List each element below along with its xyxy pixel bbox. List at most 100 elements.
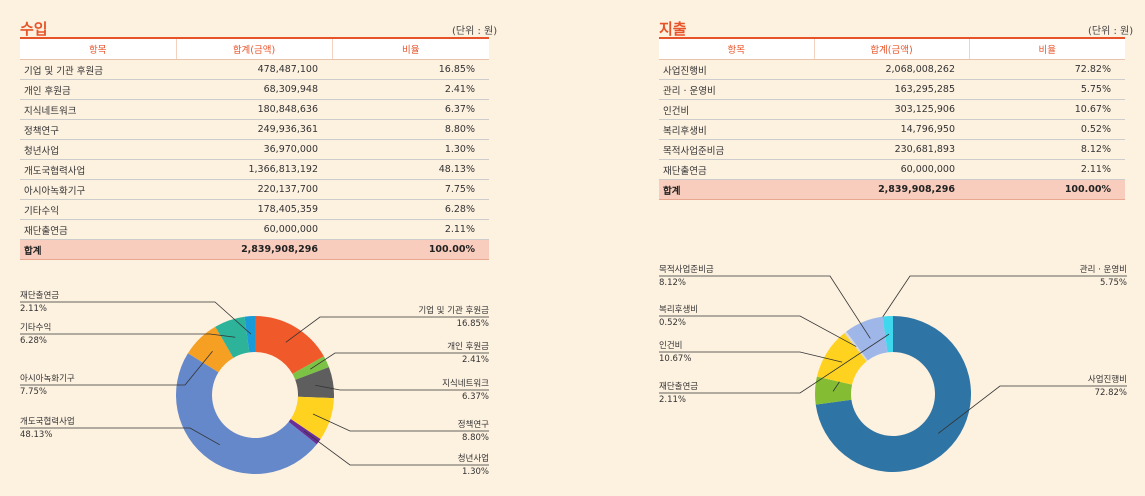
slice-label: 개도국협력사업 <box>20 416 75 427</box>
donut-chart-1: 사업진행비 72.82% 관리 · 운영비 5.75% 인건비 10.67% 복리후생비 0.… <box>659 264 1127 473</box>
slice-label: 복리후생비 <box>659 304 698 315</box>
donut-slice <box>255 316 324 374</box>
row-amount: 60,000,000 <box>814 159 969 180</box>
total-amount: 2,839,908,296 <box>176 239 332 260</box>
slice-value-label: 7.75% <box>20 387 47 397</box>
row-ratio: 6.28% <box>332 199 489 220</box>
row-ratio: 2.11% <box>332 219 489 240</box>
row-item: 아시아녹화기구 <box>20 179 176 200</box>
expense-title: 지출 <box>659 20 687 38</box>
row-item: 복리후생비 <box>659 119 814 140</box>
leader-line <box>315 384 489 391</box>
slice-label: 재단출연금 <box>20 290 59 301</box>
donut-slice <box>295 367 334 399</box>
row-amount: 249,936,361 <box>176 119 332 140</box>
expense-header-item: 항목 <box>659 37 814 60</box>
row-ratio: 8.12% <box>969 139 1125 160</box>
row-item: 재단출연금 <box>20 219 176 240</box>
row-item: 개도국협력사업 <box>20 159 176 180</box>
slice-label: 아시아녹화기구 <box>20 373 75 384</box>
table-row: 인건비 303,125,906 10.67% <box>659 99 1125 120</box>
income-table: 항목 합계(금액) 비율 기업 및 기관 후원금 478,487,100 16.85… <box>20 37 489 260</box>
leader-line <box>310 352 489 370</box>
total-item: 합계 <box>659 179 814 200</box>
income-header-item: 항목 <box>20 37 176 60</box>
row-item: 사업진행비 <box>659 59 814 80</box>
row-amount: 303,125,906 <box>814 99 969 120</box>
row-item: 목적사업준비금 <box>659 139 814 160</box>
donut-slice <box>187 326 234 373</box>
slice-value-label: 72.82% <box>1095 388 1127 398</box>
row-ratio: 48.13% <box>332 159 489 180</box>
slice-label: 사업진행비 <box>1088 374 1127 385</box>
slice-label: 개인 후원금 <box>447 341 489 352</box>
slice-label: 기업 및 기관 후원금 <box>418 305 489 316</box>
donut-slice <box>815 316 972 473</box>
total-ratio: 100.00% <box>969 179 1125 200</box>
table-row: 정책연구 249,936,361 8.80% <box>20 119 489 140</box>
donut-slice <box>882 316 893 353</box>
donut-slice <box>176 353 317 474</box>
total-row: 합계 2,839,908,296 100.00% <box>20 239 489 260</box>
row-ratio: 16.85% <box>332 59 489 80</box>
row-ratio: 7.75% <box>332 179 489 200</box>
expense-table: 항목 합계(금액) 비율 사업진행비 2,068,008,262 72.82% 관리 … <box>659 37 1125 200</box>
expense-header-amount: 합계(금액) <box>813 37 969 60</box>
table-row: 청년사업 36,970,000 1.30% <box>20 139 489 160</box>
row-item: 관리 · 운영비 <box>659 79 814 100</box>
row-ratio: 2.41% <box>332 79 489 100</box>
income-table-header: 항목 합계(금액) 비율 <box>20 37 489 60</box>
leader-line <box>20 301 252 335</box>
slice-label: 목적사업준비금 <box>659 264 714 275</box>
expense-unit: (단위 : 원) <box>1088 26 1134 37</box>
table-row: 아시아녹화기구 220,137,700 7.75% <box>20 179 489 200</box>
row-ratio: 10.67% <box>969 99 1125 120</box>
slice-label: 재단출연금 <box>659 381 698 392</box>
row-amount: 180,848,636 <box>176 99 332 120</box>
donut-slice <box>244 316 255 353</box>
row-item: 재단출연금 <box>659 159 814 180</box>
row-amount: 163,295,285 <box>814 79 969 100</box>
row-amount: 36,970,000 <box>176 139 332 160</box>
row-item: 청년사업 <box>20 139 176 160</box>
row-amount: 220,137,700 <box>176 179 332 200</box>
row-item: 기타수익 <box>20 199 176 220</box>
row-ratio: 1.30% <box>332 139 489 160</box>
table-row: 기타수익 178,405,359 6.28% <box>20 199 489 220</box>
slice-value-label: 0.52% <box>659 318 686 328</box>
row-amount: 178,405,359 <box>176 199 332 220</box>
row-ratio: 0.52% <box>969 119 1125 140</box>
total-row: 합계 2,839,908,296 100.00% <box>659 179 1125 200</box>
slice-value-label: 6.37% <box>462 392 489 402</box>
slice-value-label: 5.75% <box>1100 278 1127 288</box>
slice-value-label: 48.13% <box>20 430 52 440</box>
slice-value-label: 2.41% <box>462 355 489 365</box>
row-amount: 14,796,950 <box>814 119 969 140</box>
slice-value-label: 2.11% <box>659 395 686 405</box>
slice-value-label: 6.28% <box>20 336 47 346</box>
row-amount: 1,366,813,192 <box>176 159 332 180</box>
leader-line <box>20 350 213 386</box>
row-amount: 68,309,948 <box>176 79 332 100</box>
donut-chart-0: 기업 및 기관 후원금 16.85% 개인 후원금 2.41% 지식네트워크 6.37% 정… <box>20 290 489 477</box>
slice-label: 관리 · 운영비 <box>1080 264 1127 275</box>
slice-value-label: 10.67% <box>659 354 691 364</box>
table-row: 지식네트워크 180,848,636 6.37% <box>20 99 489 120</box>
table-row: 기업 및 기관 후원금 478,487,100 16.85% <box>20 59 489 80</box>
income-unit: (단위 : 원) <box>452 26 498 37</box>
slice-value-label: 1.30% <box>462 467 489 477</box>
table-row: 사업진행비 2,068,008,262 72.82% <box>659 59 1125 80</box>
leader-line <box>659 333 890 394</box>
row-item: 인건비 <box>659 99 814 120</box>
row-item: 지식네트워크 <box>20 99 176 120</box>
table-row: 목적사업준비금 230,681,893 8.12% <box>659 139 1125 160</box>
slice-value-label: 16.85% <box>457 319 489 329</box>
donut-slice <box>290 396 334 440</box>
leader-line <box>20 427 220 446</box>
leader-line <box>659 275 871 339</box>
slice-label: 정책연구 <box>458 419 489 430</box>
slice-label: 기타수익 <box>20 322 51 333</box>
row-amount: 2,068,008,262 <box>814 59 969 80</box>
row-ratio: 72.82% <box>969 59 1125 80</box>
leader-line <box>285 316 489 343</box>
